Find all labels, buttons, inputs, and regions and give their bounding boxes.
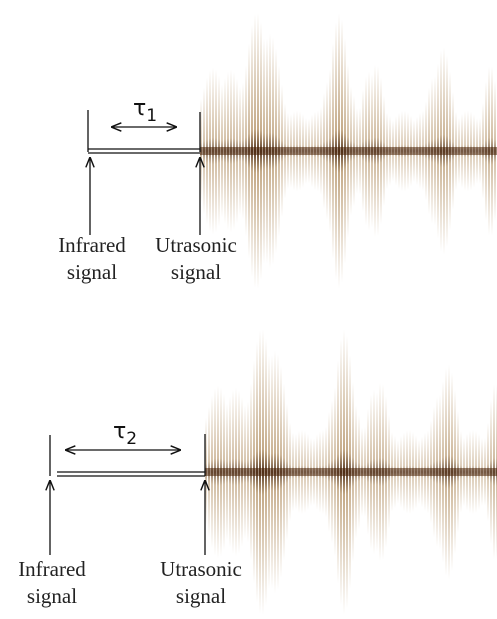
- infrared-label: signal: [27, 584, 77, 608]
- tau-label: τ2: [113, 419, 137, 449]
- tau-label: τ1: [133, 96, 157, 126]
- infrared-label: signal: [67, 260, 117, 284]
- diagram: τ1 Infrared signal Utrasonic signal τ2 I…: [0, 0, 497, 619]
- ultrasonic-label: Utrasonic: [160, 557, 242, 581]
- ultrasonic-label: signal: [176, 584, 226, 608]
- ultrasonic-waveform: [200, 13, 497, 289]
- ultrasonic-label: signal: [171, 260, 221, 284]
- wave-core: [200, 147, 497, 155]
- wave-core: [205, 468, 497, 476]
- ultrasonic-label: Utrasonic: [155, 233, 237, 257]
- infrared-label: Infrared: [18, 557, 86, 581]
- infrared-label: Infrared: [58, 233, 126, 257]
- ultrasonic-waveform: [205, 329, 497, 614]
